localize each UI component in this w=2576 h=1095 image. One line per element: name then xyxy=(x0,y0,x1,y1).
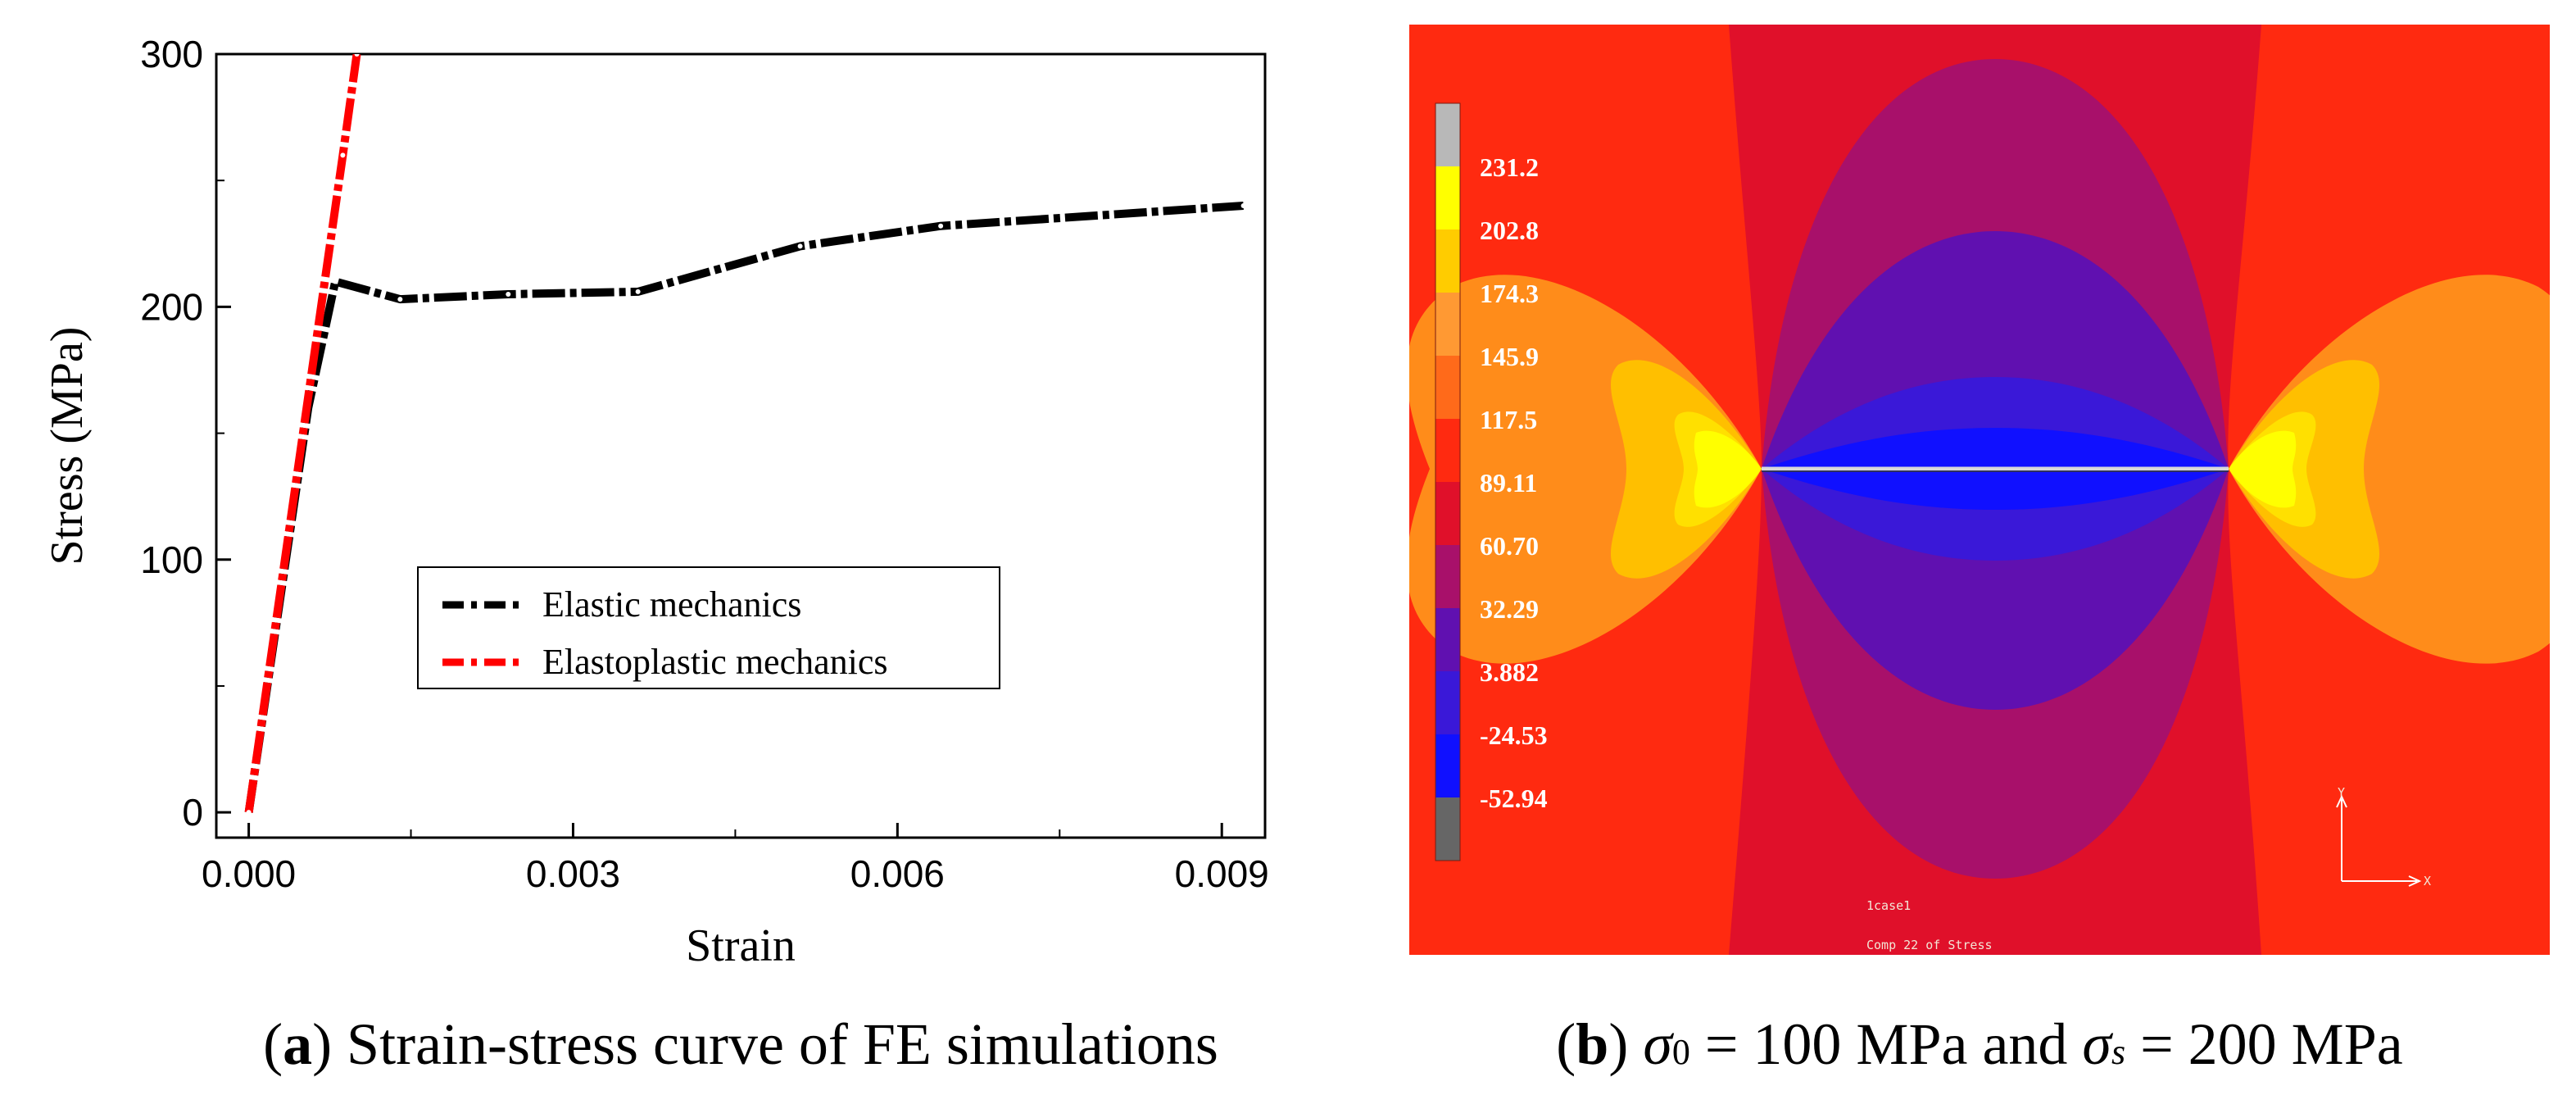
colorbar-label: 231.2 xyxy=(1480,152,1539,182)
colorbar-label: 60.70 xyxy=(1480,531,1539,561)
data-point xyxy=(354,54,360,57)
colorbar-label: -24.53 xyxy=(1480,720,1548,750)
data-point xyxy=(797,243,803,249)
colorbar-label: 117.5 xyxy=(1480,405,1537,434)
colorbar-label: 3.882 xyxy=(1480,657,1539,687)
colorbar-segment xyxy=(1435,166,1460,229)
colorbar-label: 32.29 xyxy=(1480,594,1539,624)
colorbar-label: -52.94 xyxy=(1480,784,1548,813)
colorbar-segment xyxy=(1435,671,1460,734)
right-lobe-231 xyxy=(2229,430,2297,508)
caption-a-text: Strain-stress curve of FE simulations xyxy=(347,1011,1218,1077)
plot-frame xyxy=(215,52,1267,839)
colorbar-label: 202.8 xyxy=(1480,216,1539,245)
legend-box xyxy=(417,566,1000,689)
x-tick-label: 0.006 xyxy=(850,852,945,895)
case-label: 1case1 xyxy=(1866,898,1911,913)
caption-b-sigma0: σ xyxy=(1643,1011,1674,1077)
legend-label-elastic: Elastic mechanics xyxy=(542,584,801,625)
triad-y-arrow xyxy=(2336,794,2347,808)
caption-a-close: ) xyxy=(312,1011,332,1077)
caption-b-tag: b xyxy=(1576,1011,1608,1077)
result-label: Comp 22 of Stress xyxy=(1866,938,1993,952)
y-tick-label: 100 xyxy=(140,538,203,581)
y-axis: 0 100 200 300 xyxy=(140,33,231,834)
caption-b-part2: = 200 MPa xyxy=(2125,1011,2403,1077)
axis-triad xyxy=(2336,794,2422,887)
colorbar-segment xyxy=(1435,419,1460,482)
series-line-1 xyxy=(244,54,361,813)
x-axis-title: Strain xyxy=(686,920,796,971)
caption-b-sigma0-sub: 0 xyxy=(1672,1032,1690,1072)
colorbar-segment xyxy=(1435,545,1460,608)
data-point xyxy=(340,152,346,158)
data-point xyxy=(397,297,403,302)
triad-x-label: X xyxy=(2424,874,2431,888)
y-axis-title: Stress (MPa) xyxy=(42,327,93,566)
y-tick-label: 0 xyxy=(182,791,203,834)
x-tick-label: 0.003 xyxy=(526,852,620,895)
colorbar-label: 145.9 xyxy=(1480,342,1539,371)
colorbar-segment xyxy=(1435,608,1460,671)
triad-y-label: Y xyxy=(2338,785,2345,800)
colorbar-segment xyxy=(1435,734,1460,797)
caption-b-close: ) xyxy=(1608,1011,1628,1077)
colorbar-frame xyxy=(1435,102,1461,861)
caption-a-open: ( xyxy=(263,1011,283,1077)
y-tick-label: 300 xyxy=(140,33,203,75)
legend: Elastic mechanics Elastoplastic mechanic… xyxy=(417,566,1000,689)
data-point xyxy=(1240,203,1246,209)
data-point xyxy=(333,279,338,284)
colorbar-segment xyxy=(1435,229,1460,293)
stress-contour-map: 231.2 202.8 174.3 145.9 117.5 89.11 60.70 32.29… xyxy=(1409,25,2550,955)
series-line-0 xyxy=(244,202,1244,813)
colorbar-label: 89.11 xyxy=(1480,468,1537,498)
x-axis: 0.000 0.003 0.006 0.009 xyxy=(202,823,1269,895)
caption-b-sigmas: σ xyxy=(2082,1011,2113,1077)
caption-a: (a) Strain-stress curve of FE simulations xyxy=(263,1011,1218,1077)
colorbar-segment xyxy=(1435,293,1460,356)
data-point xyxy=(506,291,511,297)
colorbar: 231.2 202.8 174.3 145.9 117.5 89.11 60.70 32.29… xyxy=(1435,102,1548,861)
caption-b-part1: = 100 MPa and xyxy=(1690,1011,2083,1077)
legend-label-elastoplastic: Elastoplastic mechanics xyxy=(542,642,888,682)
x-tick-label: 0.000 xyxy=(202,852,296,895)
caption-b: (b) σ0 = 100 MPa and σs = 200 MPa xyxy=(1556,1011,2402,1077)
caption-b-sigmas-sub: s xyxy=(2111,1032,2125,1072)
colorbar-segment xyxy=(1435,103,1460,166)
series-layer xyxy=(244,54,1246,816)
colorbar-label: 174.3 xyxy=(1480,279,1539,308)
right-lobe-146 xyxy=(2229,275,2550,664)
caption-b-open: ( xyxy=(1556,1011,1576,1077)
triad-x-arrow xyxy=(2408,875,2422,887)
x-tick-label: 0.009 xyxy=(1175,852,1269,895)
y-tick-label: 200 xyxy=(140,285,203,328)
left-lobe-231 xyxy=(1694,430,1762,508)
data-point xyxy=(938,223,944,229)
colorbar-segment xyxy=(1435,797,1460,861)
stress-strain-chart: 0 100 200 300 0.000 0.003 0.006 0.009 Strain S… xyxy=(42,33,1269,971)
caption-a-tag: a xyxy=(283,1011,312,1077)
data-point xyxy=(246,810,252,816)
colorbar-segment xyxy=(1435,356,1460,419)
colorbar-segment xyxy=(1435,482,1460,545)
data-point xyxy=(635,289,641,294)
